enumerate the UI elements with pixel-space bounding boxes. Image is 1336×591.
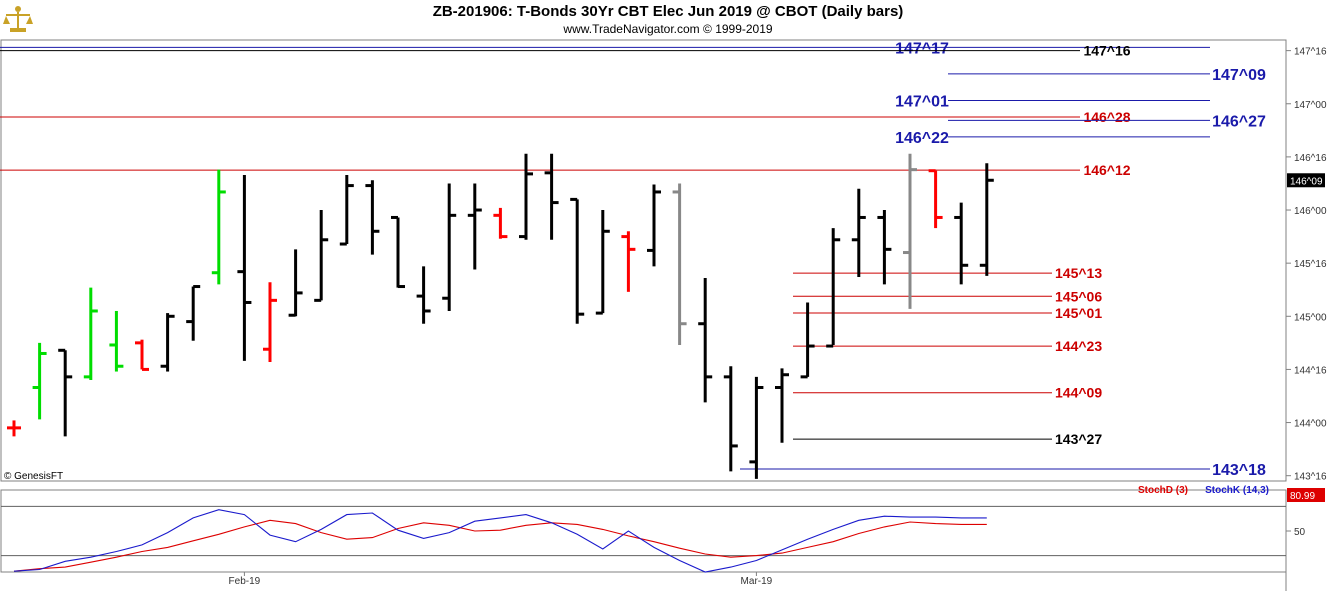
chart-subtitle: www.TradeNavigator.com © 1999-2019	[563, 22, 773, 36]
level-label: 145^13	[1055, 265, 1102, 281]
y-tick-label: 144^00	[1294, 419, 1327, 430]
y-tick-label: 147^00	[1294, 100, 1327, 111]
level-label: 147^01	[895, 93, 949, 110]
stoch-panel-frame	[0, 489, 1287, 573]
legend-stochd: StochD (3)	[1138, 485, 1188, 496]
legend-stochk: StochK (14,3)	[1205, 485, 1269, 496]
level-label: 147^17	[895, 40, 949, 57]
level-label: 144^09	[1055, 385, 1102, 401]
stoch-value-label: 80.99	[1290, 491, 1315, 502]
stoch-d-line	[13, 519, 987, 572]
chart-title: ZB-201906: T-Bonds 30Yr CBT Elec Jun 201…	[432, 3, 904, 20]
level-label: 146^12	[1083, 162, 1130, 178]
stoch-y-tick-label: 50	[1294, 527, 1306, 538]
last-price-box	[1287, 173, 1325, 188]
x-tick-label: Mar-19	[741, 576, 773, 587]
level-label: 146^22	[895, 130, 949, 147]
level-label: 146^28	[1083, 109, 1130, 125]
y-tick-label: 145^16	[1294, 259, 1327, 270]
stoch-k-line	[13, 509, 987, 573]
level-label: 143^18	[1212, 462, 1266, 479]
copyright-label: © GenesisFT	[4, 471, 63, 482]
y-tick-label: 144^16	[1294, 365, 1327, 376]
level-label: 145^01	[1055, 305, 1102, 321]
level-label: 146^27	[1212, 113, 1266, 130]
stoch-panel: 50 StochD (3) StochK (14,3) 80.99	[1, 485, 1325, 573]
y-tick-label: 146^16	[1294, 153, 1327, 164]
level-label: 147^09	[1212, 67, 1266, 84]
price-levels: 147^17 147^16 147^09 147^01 146^28 146^27 146^…	[0, 40, 1266, 479]
last-price-label: 146^09	[1290, 176, 1323, 187]
price-y-axis: 147^16 147^00 146^16 146^00 145^16 145^00 144^…	[1286, 47, 1327, 483]
y-tick-label: 145^00	[1294, 312, 1327, 323]
x-tick-label: Feb-19	[229, 576, 261, 587]
level-label: 143^27	[1055, 431, 1102, 447]
y-tick-label: 147^16	[1294, 47, 1327, 58]
x-axis: Feb-19 Mar-19	[229, 572, 773, 587]
price-panel-frame	[0, 39, 1287, 482]
level-label: 144^23	[1055, 338, 1102, 354]
level-label: 145^06	[1055, 288, 1102, 304]
stoch-value-box	[1287, 488, 1325, 502]
logo-icon	[3, 3, 33, 35]
ohlc-bars	[7, 153, 994, 479]
level-label: 147^16	[1083, 43, 1130, 59]
y-tick-label: 146^00	[1294, 206, 1327, 217]
y-tick-label: 143^16	[1294, 472, 1327, 483]
